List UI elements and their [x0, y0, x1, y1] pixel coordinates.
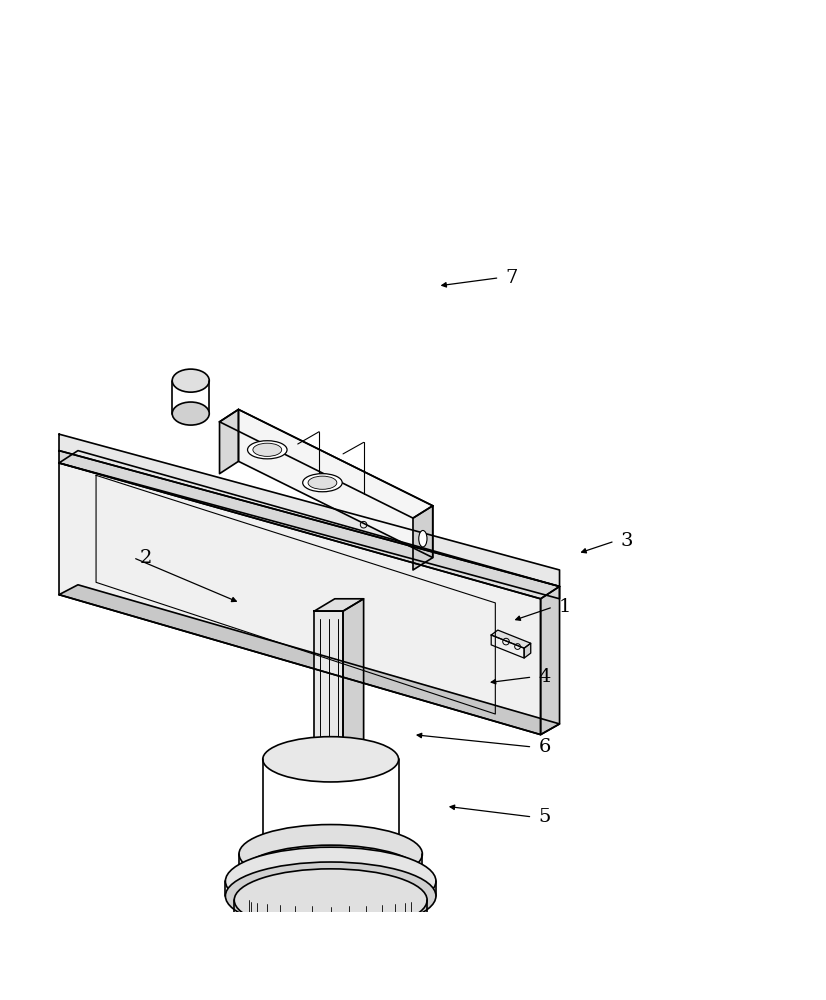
Ellipse shape — [248, 441, 287, 459]
Ellipse shape — [263, 827, 399, 873]
Polygon shape — [325, 935, 337, 1000]
Polygon shape — [59, 463, 540, 735]
Ellipse shape — [239, 825, 422, 883]
Polygon shape — [59, 451, 559, 599]
Text: 3: 3 — [621, 532, 634, 550]
Ellipse shape — [172, 402, 209, 425]
Ellipse shape — [302, 474, 342, 492]
Text: 1: 1 — [559, 598, 572, 616]
Text: 7: 7 — [506, 269, 518, 287]
Polygon shape — [220, 409, 239, 474]
Ellipse shape — [253, 443, 282, 456]
Polygon shape — [314, 599, 363, 611]
Polygon shape — [391, 957, 454, 1000]
Ellipse shape — [268, 931, 393, 973]
Ellipse shape — [263, 737, 399, 782]
Ellipse shape — [225, 847, 436, 915]
Ellipse shape — [308, 476, 337, 489]
Ellipse shape — [235, 869, 427, 931]
Ellipse shape — [235, 914, 427, 977]
Ellipse shape — [239, 845, 422, 904]
Polygon shape — [491, 630, 531, 648]
Polygon shape — [207, 957, 270, 1000]
Polygon shape — [343, 599, 363, 776]
Text: 4: 4 — [539, 668, 551, 686]
Polygon shape — [220, 409, 433, 518]
Polygon shape — [314, 611, 343, 776]
Ellipse shape — [419, 530, 427, 547]
Polygon shape — [59, 434, 559, 586]
Polygon shape — [239, 409, 433, 558]
Text: 5: 5 — [539, 808, 551, 826]
Text: 6: 6 — [539, 738, 551, 756]
Polygon shape — [59, 451, 559, 599]
Polygon shape — [491, 635, 525, 658]
Polygon shape — [540, 586, 559, 735]
Text: 2: 2 — [140, 549, 152, 567]
Polygon shape — [525, 643, 531, 658]
Ellipse shape — [226, 918, 434, 986]
Polygon shape — [413, 506, 433, 570]
Ellipse shape — [172, 369, 209, 392]
Polygon shape — [59, 585, 559, 735]
Ellipse shape — [225, 862, 436, 930]
